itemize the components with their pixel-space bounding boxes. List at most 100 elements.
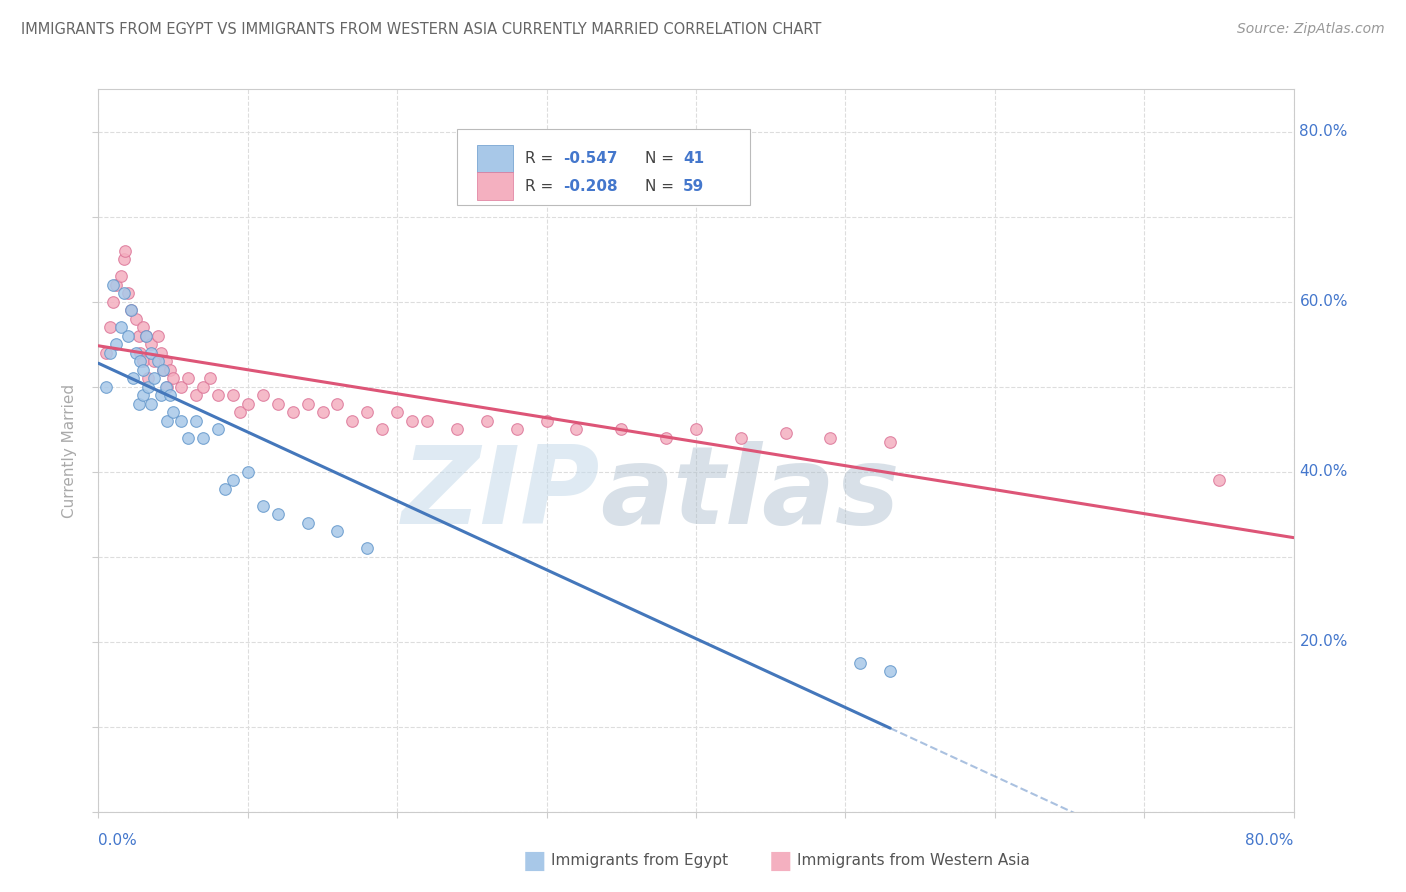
Point xyxy=(184,414,207,428)
Point xyxy=(222,473,245,487)
Point xyxy=(177,371,200,385)
Point xyxy=(401,414,423,428)
Text: 0.0%: 0.0% xyxy=(98,833,138,848)
Point xyxy=(105,337,128,351)
Point xyxy=(267,397,290,411)
Text: 80.0%: 80.0% xyxy=(1299,124,1348,139)
Point xyxy=(214,482,236,496)
Point xyxy=(565,422,588,436)
Point xyxy=(136,380,159,394)
Point xyxy=(94,380,117,394)
Point xyxy=(159,388,181,402)
Point xyxy=(148,328,170,343)
Point xyxy=(200,371,222,385)
Point xyxy=(142,371,165,385)
Point xyxy=(155,354,177,368)
Point xyxy=(135,328,157,343)
Text: ■: ■ xyxy=(523,849,546,872)
Text: -0.208: -0.208 xyxy=(564,178,619,194)
Point xyxy=(191,431,214,445)
Point xyxy=(125,345,148,359)
Point xyxy=(177,431,200,445)
Point xyxy=(416,414,439,428)
Point xyxy=(117,328,139,343)
Point xyxy=(139,345,162,359)
Text: atlas: atlas xyxy=(600,441,900,547)
Point xyxy=(297,516,319,530)
Text: IMMIGRANTS FROM EGYPT VS IMMIGRANTS FROM WESTERN ASIA CURRENTLY MARRIED CORRELAT: IMMIGRANTS FROM EGYPT VS IMMIGRANTS FROM… xyxy=(21,22,821,37)
Point xyxy=(446,422,468,436)
Point xyxy=(117,286,139,301)
Point xyxy=(132,320,155,334)
Point xyxy=(159,362,181,376)
Point xyxy=(267,507,290,521)
Point xyxy=(730,431,752,445)
Point xyxy=(135,328,157,343)
Point xyxy=(610,422,633,436)
Point xyxy=(655,431,678,445)
Text: 41: 41 xyxy=(683,151,704,166)
Point xyxy=(385,405,409,419)
Point xyxy=(103,294,125,309)
Point xyxy=(252,388,274,402)
Text: R =: R = xyxy=(524,178,558,194)
Point xyxy=(139,397,162,411)
Text: N =: N = xyxy=(644,178,679,194)
Point xyxy=(356,541,378,556)
FancyBboxPatch shape xyxy=(477,145,513,172)
Point xyxy=(112,252,135,267)
Point xyxy=(879,665,901,679)
Point xyxy=(191,380,214,394)
Point xyxy=(506,422,529,436)
Point xyxy=(150,388,173,402)
Point xyxy=(129,354,152,368)
Point xyxy=(94,345,117,359)
Point xyxy=(281,405,304,419)
Point xyxy=(326,524,349,539)
Point xyxy=(297,397,319,411)
Point xyxy=(152,362,174,376)
Point xyxy=(222,388,245,402)
Point xyxy=(125,311,148,326)
Point xyxy=(121,371,143,385)
Point xyxy=(110,269,132,284)
FancyBboxPatch shape xyxy=(457,129,749,205)
Text: Immigrants from Egypt: Immigrants from Egypt xyxy=(551,854,728,868)
Text: R =: R = xyxy=(524,151,558,166)
Point xyxy=(849,656,872,670)
Point xyxy=(184,388,207,402)
Point xyxy=(150,345,173,359)
Text: 80.0%: 80.0% xyxy=(1246,833,1294,848)
Point xyxy=(169,414,191,428)
Point xyxy=(105,277,128,292)
Point xyxy=(98,345,122,359)
Point xyxy=(128,328,150,343)
Point xyxy=(229,405,252,419)
Point xyxy=(371,422,394,436)
Point xyxy=(536,414,558,428)
Point xyxy=(114,244,136,258)
Text: N =: N = xyxy=(644,151,679,166)
Point xyxy=(110,320,132,334)
Point xyxy=(112,286,135,301)
Point xyxy=(139,337,162,351)
Point xyxy=(236,397,259,411)
Text: Immigrants from Western Asia: Immigrants from Western Asia xyxy=(797,854,1031,868)
Point xyxy=(98,320,122,334)
Point xyxy=(207,422,229,436)
Point xyxy=(162,405,184,419)
Point xyxy=(775,426,797,441)
Point xyxy=(155,380,177,394)
Text: ZIP: ZIP xyxy=(402,441,600,547)
Point xyxy=(148,354,170,368)
Point xyxy=(156,414,179,428)
Text: 20.0%: 20.0% xyxy=(1299,634,1348,649)
Point xyxy=(475,414,498,428)
Point xyxy=(132,388,155,402)
Text: 40.0%: 40.0% xyxy=(1299,464,1348,479)
Point xyxy=(132,354,155,368)
Point xyxy=(136,371,159,385)
Point xyxy=(162,371,184,385)
Point xyxy=(103,277,125,292)
Point xyxy=(120,303,142,318)
